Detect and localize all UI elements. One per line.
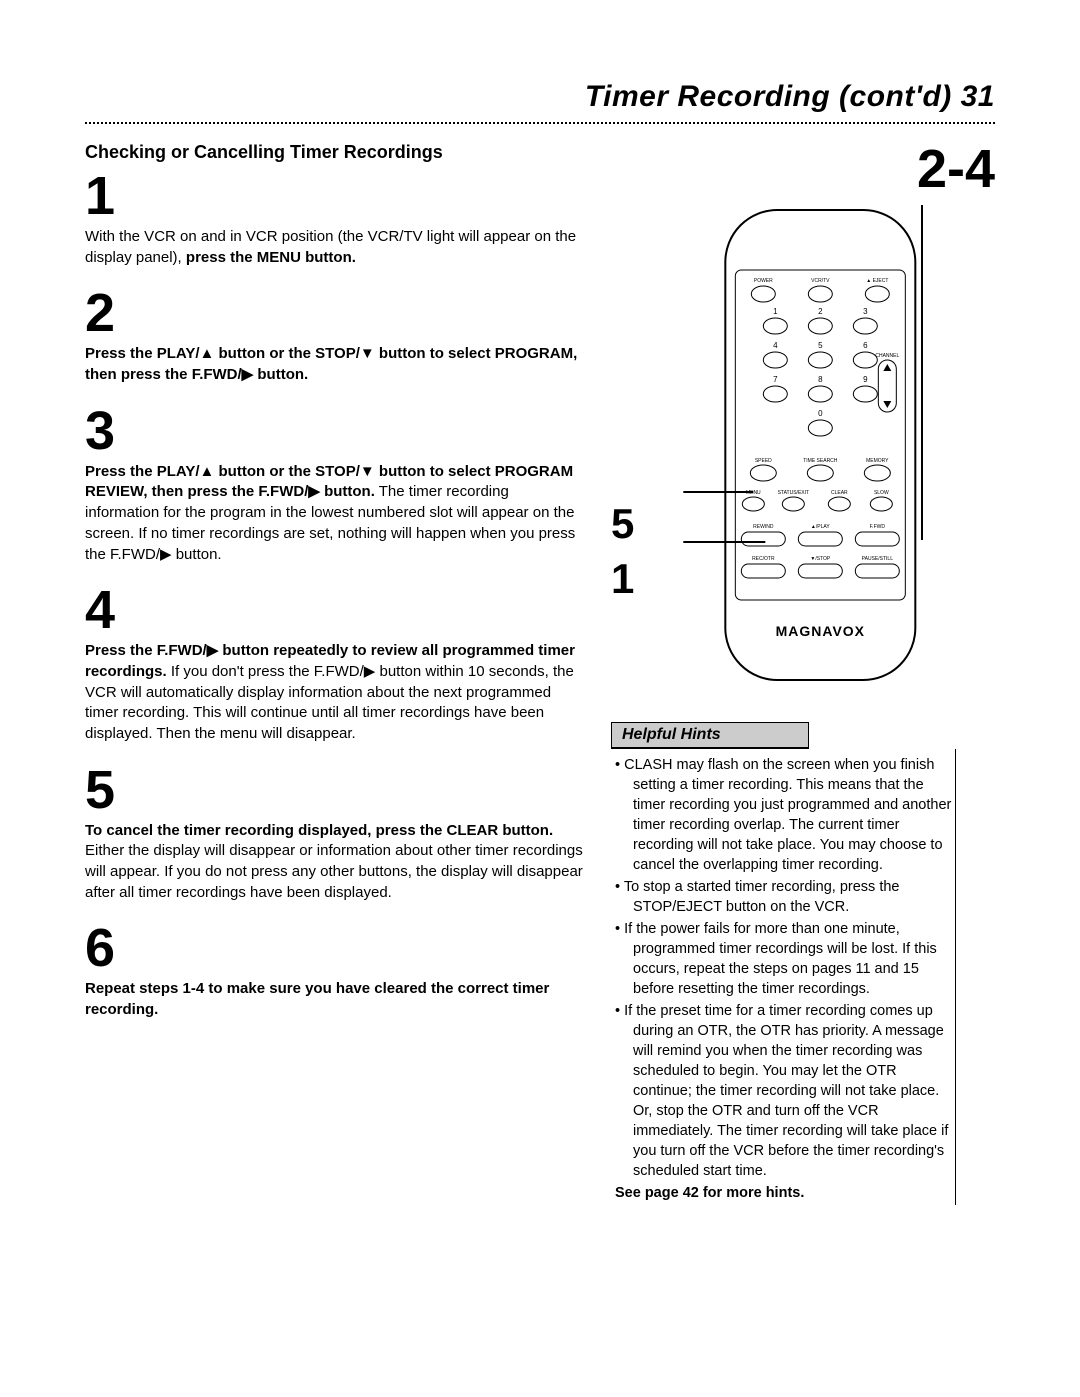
num-label: 9 [863, 375, 868, 384]
step-body: Press the PLAY/▲ button or the STOP/▼ bu… [85, 344, 583, 385]
btn-label: TIME SEARCH [804, 458, 839, 464]
btn-label: REC/OTR [752, 556, 775, 562]
callout-1: 1 [611, 552, 634, 607]
btn-label: STATUS/EXIT [778, 490, 809, 496]
num-label: 6 [863, 341, 868, 350]
btn-label: ▲ EJECT [867, 278, 889, 284]
hint-item: CLASH may flash on the screen when you f… [615, 755, 953, 875]
callout-5: 5 [611, 497, 634, 552]
step-number: 1 [85, 169, 583, 223]
callout-side: 5 1 [611, 497, 638, 606]
num-label: 8 [818, 375, 823, 384]
btn-label: POWER [754, 278, 773, 284]
callout-top: 2-4 [611, 142, 995, 196]
step-number: 4 [85, 583, 583, 637]
step-body: Press the F.FWD/▶ button repeatedly to r… [85, 641, 583, 744]
content-area: Checking or Cancelling Timer Recordings … [85, 142, 995, 1205]
left-column: Checking or Cancelling Timer Recordings … [85, 142, 583, 1205]
btn-label: F.FWD [870, 524, 886, 530]
btn-label: ▲/PLAY [811, 524, 830, 530]
hints-box: Helpful Hints CLASH may flash on the scr… [611, 722, 995, 1205]
brand-logo: MAGNAVOX [776, 623, 865, 639]
num-label: 4 [773, 341, 778, 350]
num-label: 3 [863, 307, 868, 316]
btn-label: ▼/STOP [811, 556, 832, 562]
btn-label: MENU [746, 490, 761, 496]
btn-label: MEMORY [866, 458, 889, 464]
right-column: 2-4 5 1 POWER VCR/TV ▲ EJECT 1 2 3 4 5 6 7 8 9 0 [611, 142, 995, 1205]
hint-item: If the power fails for more than one min… [615, 919, 953, 999]
step-number: 3 [85, 404, 583, 458]
remote-figure: 5 1 POWERVCR/TV▲ EJECT 1234567890 CHA [611, 202, 995, 692]
num-label: 1 [773, 307, 778, 316]
num-label: 7 [773, 375, 778, 384]
step-number: 2 [85, 286, 583, 340]
hint-item: If the preset time for a timer recording… [615, 1001, 953, 1181]
num-label: 2 [818, 307, 823, 316]
step-body: To cancel the timer recording displayed,… [85, 821, 583, 904]
remote-svg: POWER VCR/TV ▲ EJECT 1 2 3 4 5 6 7 8 9 0 CHANNEL SP… [638, 202, 995, 692]
page-header: Timer Recording (cont'd) 31 [85, 80, 995, 114]
step-number: 5 [85, 763, 583, 817]
step-body: Repeat steps 1-4 to make sure you have c… [85, 979, 583, 1020]
btn-label: VCR/TV [812, 278, 831, 284]
hints-footer: See page 42 for more hints. [615, 1183, 953, 1203]
divider-rule [85, 122, 995, 124]
btn-label: SPEED [755, 458, 772, 464]
btn-label: REWIND [754, 524, 775, 530]
step-number: 6 [85, 921, 583, 975]
hint-item: To stop a started timer recording, press… [615, 877, 953, 917]
num-label: 5 [818, 341, 823, 350]
step-body: Press the PLAY/▲ button or the STOP/▼ bu… [85, 462, 583, 565]
channel-label: CHANNEL [876, 353, 900, 359]
btn-label: PAUSE/STILL [862, 556, 894, 562]
hints-title: Helpful Hints [612, 723, 808, 748]
step-body: With the VCR on and in VCR position (the… [85, 227, 583, 268]
num-label: 0 [818, 409, 823, 418]
section-title: Checking or Cancelling Timer Recordings [85, 142, 583, 163]
hints-body: CLASH may flash on the screen when you f… [611, 749, 956, 1205]
btn-label: CLEAR [831, 490, 848, 496]
btn-label: SLOW [874, 490, 889, 496]
